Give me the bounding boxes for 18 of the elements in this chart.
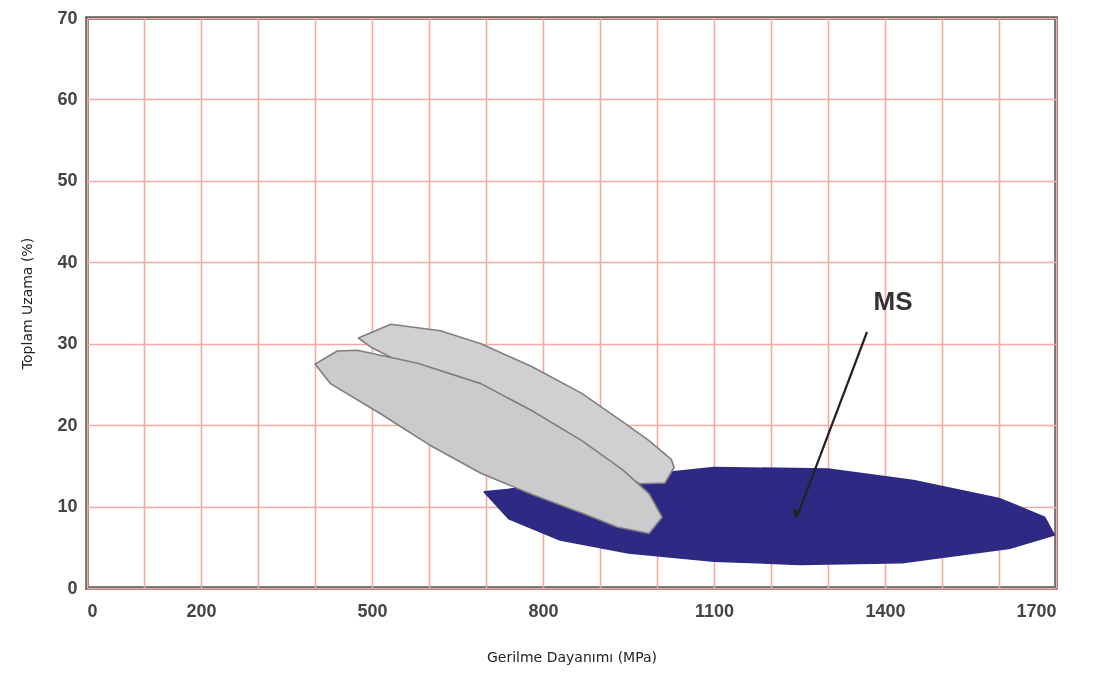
y-tick-label: 60 — [57, 88, 78, 109]
annotation: MS — [873, 286, 913, 316]
x-tick-label: 500 — [357, 600, 388, 621]
x-tick-label: 1100 — [694, 600, 735, 621]
y-tick-label: 10 — [57, 496, 78, 517]
y-tick-label: 40 — [57, 251, 78, 272]
x-tick-label: 0 — [87, 600, 98, 621]
x-tick-label: 1700 — [1016, 600, 1057, 621]
y-axis-title: Toplam Uzama (%) — [19, 237, 36, 371]
y-tick-label: 0 — [67, 577, 78, 598]
y-tick-label: 70 — [57, 7, 78, 28]
y-tick-label: 20 — [57, 414, 78, 435]
x-axis-title: Gerilme Dayanımı (MPa) — [486, 648, 658, 665]
y-tick-label: 30 — [57, 333, 78, 354]
x-tick-label: 1400 — [865, 600, 906, 621]
x-tick-label: 800 — [528, 600, 559, 621]
y-tick-label: 50 — [57, 170, 78, 191]
x-tick-label: 200 — [186, 600, 217, 621]
